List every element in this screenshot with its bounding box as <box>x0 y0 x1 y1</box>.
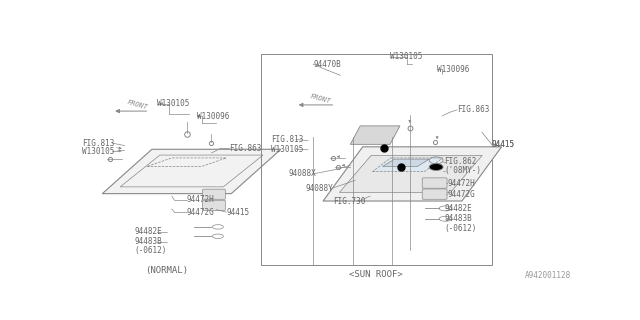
Text: FIG.863: FIG.863 <box>229 144 261 153</box>
Polygon shape <box>372 158 443 172</box>
Circle shape <box>429 164 443 171</box>
Text: 94088X: 94088X <box>288 169 316 179</box>
Text: 94415: 94415 <box>492 140 515 149</box>
Text: W130105: W130105 <box>390 52 422 61</box>
FancyBboxPatch shape <box>202 189 225 199</box>
Text: 94483B: 94483B <box>134 237 163 246</box>
Text: 94482E: 94482E <box>134 227 163 236</box>
FancyBboxPatch shape <box>422 189 447 199</box>
Bar <box>261 54 492 265</box>
Text: FIG.863: FIG.863 <box>457 105 490 114</box>
Text: <SUN ROOF>: <SUN ROOF> <box>349 270 403 279</box>
Text: (-0612): (-0612) <box>134 246 167 255</box>
Text: 94415: 94415 <box>227 208 250 217</box>
Text: W130105: W130105 <box>157 99 189 108</box>
Text: ('08MY-): ('08MY-) <box>445 166 481 175</box>
Text: 94088Y: 94088Y <box>306 184 333 193</box>
Text: 94472H: 94472H <box>187 195 214 204</box>
Polygon shape <box>323 147 502 201</box>
Text: (-0612): (-0612) <box>445 224 477 233</box>
Text: (NORMAL): (NORMAL) <box>145 266 188 275</box>
Text: 94482E: 94482E <box>445 204 472 213</box>
Text: W130096: W130096 <box>196 111 229 121</box>
Polygon shape <box>350 126 400 144</box>
Text: FIG.862: FIG.862 <box>445 157 477 166</box>
FancyBboxPatch shape <box>202 200 225 210</box>
Polygon shape <box>339 156 483 192</box>
Text: FRONT: FRONT <box>310 93 332 104</box>
Text: A942001128: A942001128 <box>525 271 571 280</box>
Polygon shape <box>102 149 281 194</box>
Text: FIG.730: FIG.730 <box>333 197 365 206</box>
Text: FRONT: FRONT <box>126 99 148 111</box>
Text: FIG.813: FIG.813 <box>83 139 115 148</box>
Text: 94483B: 94483B <box>445 214 472 223</box>
Text: 94470B: 94470B <box>313 60 341 69</box>
Text: 94472G: 94472G <box>187 208 214 217</box>
Text: 94415: 94415 <box>492 140 515 149</box>
FancyBboxPatch shape <box>422 178 447 188</box>
Polygon shape <box>383 159 429 166</box>
Text: W130105: W130105 <box>83 147 115 156</box>
Text: FIG.813: FIG.813 <box>271 135 303 144</box>
Text: W130096: W130096 <box>437 65 470 74</box>
Text: W130105: W130105 <box>271 145 303 154</box>
Text: 94472H: 94472H <box>447 179 475 188</box>
Text: 94472G: 94472G <box>447 190 475 199</box>
